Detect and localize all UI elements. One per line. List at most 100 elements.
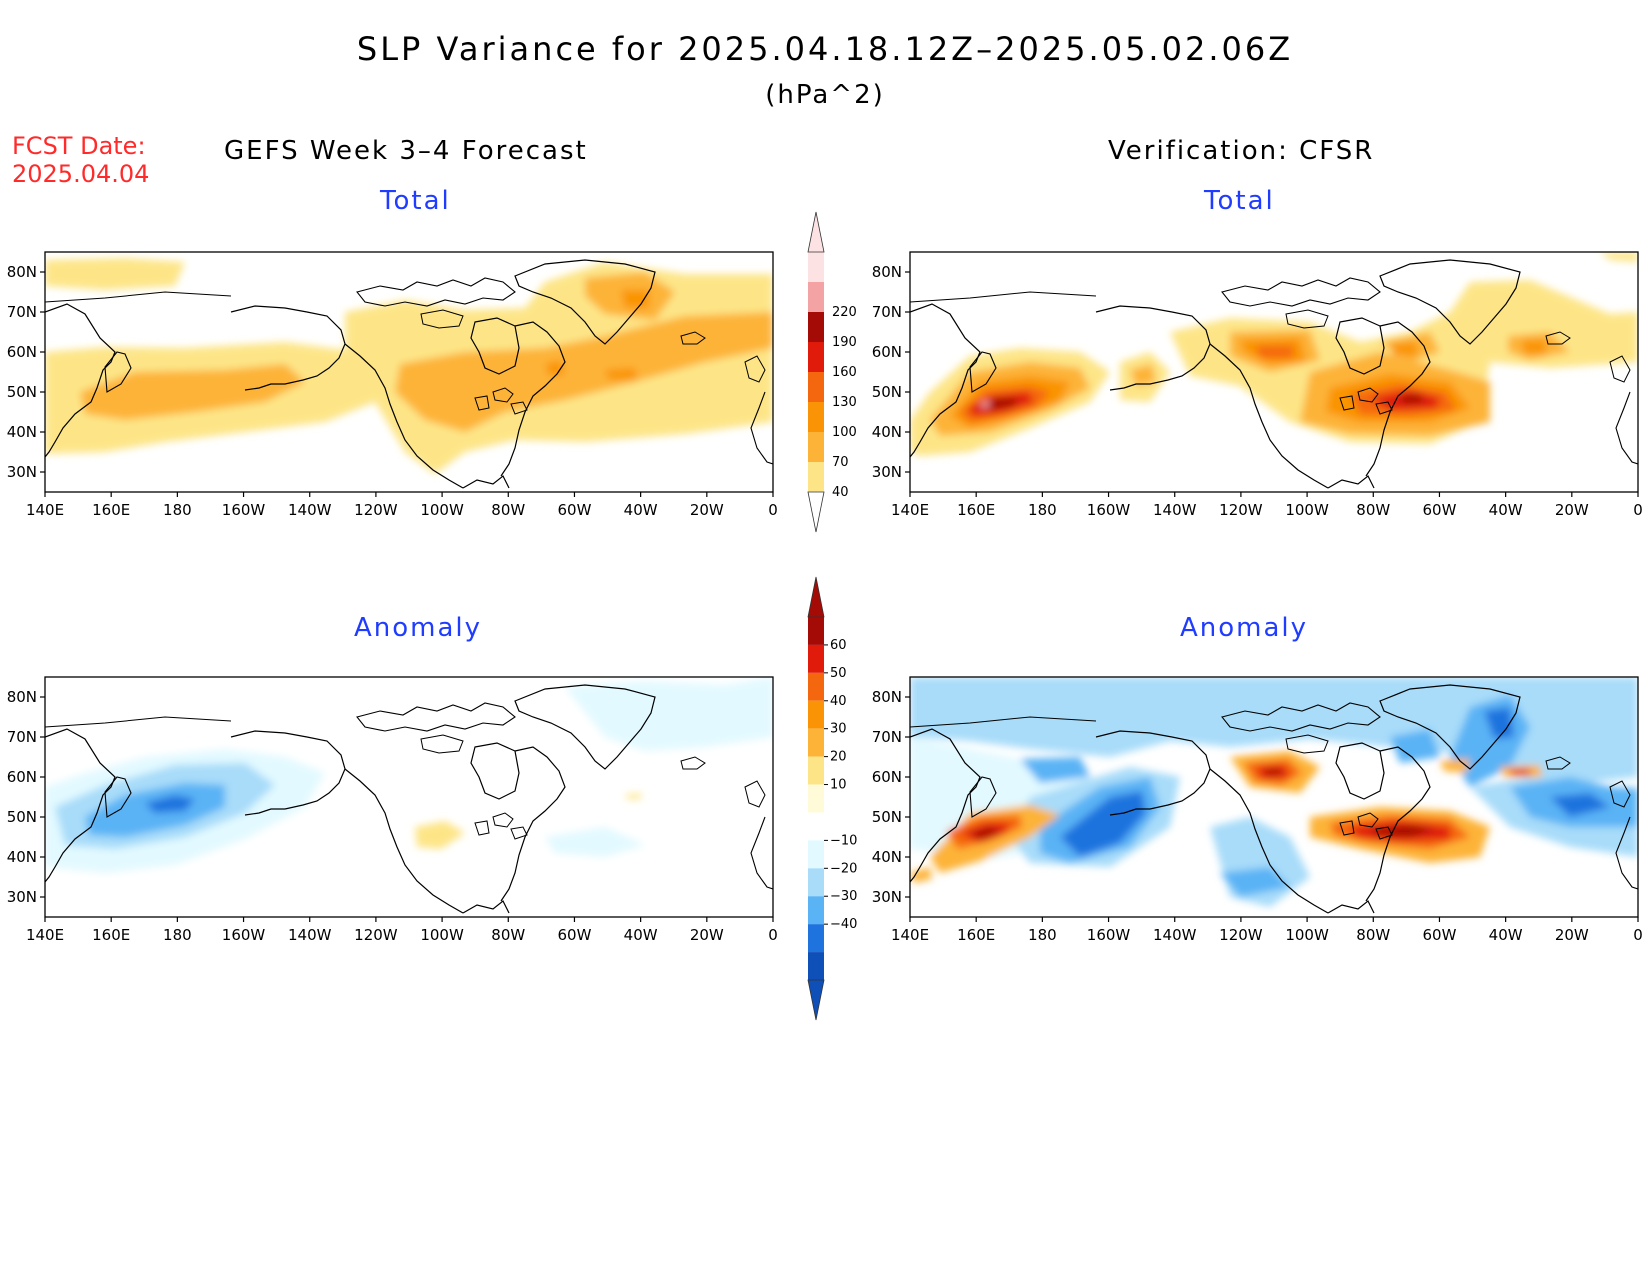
- colorbar-level-label: −30: [830, 889, 857, 904]
- panel-title-bl: Anomaly: [354, 613, 483, 643]
- lon-tick-label: 40W: [624, 501, 658, 519]
- lat-tick-label: 40N: [7, 848, 37, 866]
- colorbar-level-label: 220: [832, 305, 857, 320]
- map-panel-verification-anomaly: 80N 70N 60N 50N 40N 30N 140E 160E 180 160W 140W 120…: [872, 676, 1643, 944]
- lon-tick-label: 140W: [1153, 926, 1197, 944]
- lon-tick-label: 120W: [354, 501, 398, 519]
- map-panel-verification-total: 80N 70N 60N 50N 40N 30N 140E 160E 180 160W 140W 120…: [872, 251, 1643, 519]
- lat-tick-label: 70N: [7, 303, 37, 321]
- contour-fill: [605, 368, 637, 380]
- lon-tick-label: 40W: [1489, 926, 1523, 944]
- colorbar-top-arrow: [807, 576, 825, 618]
- fcst-date-value: 2025.04.04: [12, 160, 150, 188]
- lon-tick-label: 180: [1028, 926, 1057, 944]
- map-panel-forecast-total: 80N 70N 60N 50N 40N 30N 140E 160E 180 160W 140W 120…: [7, 251, 778, 519]
- contour-fill: [545, 827, 645, 857]
- colorbar-level-label: −40: [830, 917, 857, 932]
- colorbar-swatch: [808, 784, 824, 813]
- contour-fill: [565, 677, 773, 751]
- lon-tick-label: 160W: [1087, 926, 1131, 944]
- lat-tick-label: 80N: [872, 263, 902, 281]
- lat-tick-label: 60N: [7, 768, 37, 786]
- colorbar-level-label: 100: [832, 425, 857, 440]
- lon-tick-label: 160W: [222, 501, 266, 519]
- lon-tick-label: 80W: [1356, 926, 1390, 944]
- right-column-header: Verification: CFSR: [1108, 136, 1375, 166]
- colorbar-level-label: 40: [830, 694, 847, 709]
- contour-fill: [970, 827, 1000, 839]
- colorbar-swatch: [808, 432, 824, 462]
- contour-fill: [625, 793, 641, 799]
- contour-fill: [1390, 729, 1440, 763]
- lon-tick-label: 140W: [288, 501, 332, 519]
- contour-fill: [1370, 825, 1436, 837]
- lon-tick-label: 20W: [1555, 926, 1589, 944]
- contour-fill: [1130, 364, 1156, 386]
- colorbar-swatch: [808, 700, 824, 729]
- lon-tick-label: 180: [163, 926, 192, 944]
- lon-tick-label: 140W: [288, 926, 332, 944]
- lon-tick-label: 160W: [222, 926, 266, 944]
- lon-tick-label: 60W: [557, 926, 591, 944]
- contour-fill: [1390, 342, 1418, 356]
- contour-fill: [1600, 252, 1638, 262]
- lat-tick-label: 80N: [872, 688, 902, 706]
- colorbar-top-arrow: [807, 211, 825, 253]
- contour-fill: [910, 677, 1638, 787]
- colorbar-anomaly: 60 50 40 30 20 10 −10 −20 −30 −40: [807, 576, 857, 1021]
- lat-tick-label: 30N: [7, 888, 37, 906]
- lon-tick-label: 100W: [1285, 501, 1329, 519]
- lat-tick-label: 80N: [7, 688, 37, 706]
- lon-tick-label: 100W: [420, 501, 464, 519]
- lon-tick-label: 160E: [957, 926, 995, 944]
- page-title: SLP Variance for 2025.04.18.12Z–2025.05.…: [356, 30, 1294, 68]
- lat-tick-label: 70N: [872, 728, 902, 746]
- lon-tick-label: 120W: [354, 926, 398, 944]
- lon-tick-label: 160E: [92, 501, 130, 519]
- colorbar-bottom-arrow: [807, 979, 825, 1021]
- colorbar-swatch: [808, 756, 824, 785]
- colorbar-swatch: [808, 644, 824, 673]
- contour-fill: [545, 360, 565, 376]
- lon-tick-label: 140E: [891, 926, 929, 944]
- lat-tick-label: 70N: [872, 303, 902, 321]
- units-label: (hPa^2): [765, 80, 885, 110]
- lat-tick-label: 30N: [872, 888, 902, 906]
- lon-tick-label: 40W: [624, 926, 658, 944]
- lat-tick-label: 80N: [7, 263, 37, 281]
- lon-tick-label: 140E: [26, 501, 64, 519]
- lat-tick-label: 70N: [7, 728, 37, 746]
- lon-tick-label: 160W: [1087, 501, 1131, 519]
- colorbar-level-label: 60: [830, 638, 847, 653]
- lon-tick-label: 180: [1028, 501, 1057, 519]
- lon-tick-label: 80W: [1356, 501, 1390, 519]
- contour-fill: [395, 312, 773, 432]
- contour-fill: [145, 795, 195, 813]
- contour-fill: [1220, 867, 1290, 897]
- colorbar-level-label: 160: [832, 365, 857, 380]
- colorbar-level-label: 40: [832, 485, 849, 500]
- lon-tick-label: 140W: [1153, 501, 1197, 519]
- contour-fill: [1522, 340, 1546, 354]
- colorbar-swatch: [808, 402, 824, 432]
- lon-tick-label: 100W: [1285, 926, 1329, 944]
- colorbar-level-label: 20: [830, 750, 847, 765]
- lon-tick-label: 0: [768, 501, 778, 519]
- lon-tick-label: 140E: [26, 926, 64, 944]
- colorbar-swatch: [808, 868, 824, 897]
- lon-tick-label: 180: [163, 501, 192, 519]
- lon-tick-label: 140E: [891, 501, 929, 519]
- lon-tick-label: 60W: [557, 501, 591, 519]
- colorbar-swatch: [808, 252, 824, 282]
- colorbar-level-label: −20: [830, 861, 857, 876]
- contour-fill: [1510, 769, 1530, 775]
- contour-fill: [930, 805, 1060, 873]
- lon-tick-label: 20W: [690, 501, 724, 519]
- colorbar-level-label: 70: [832, 455, 849, 470]
- colorbar-level-label: 130: [832, 395, 857, 410]
- colorbar-swatch: [808, 672, 824, 701]
- lat-tick-label: 30N: [872, 463, 902, 481]
- contour-fill: [1400, 394, 1424, 404]
- colorbar-level-label: −10: [830, 833, 857, 848]
- lon-tick-label: 80W: [491, 926, 525, 944]
